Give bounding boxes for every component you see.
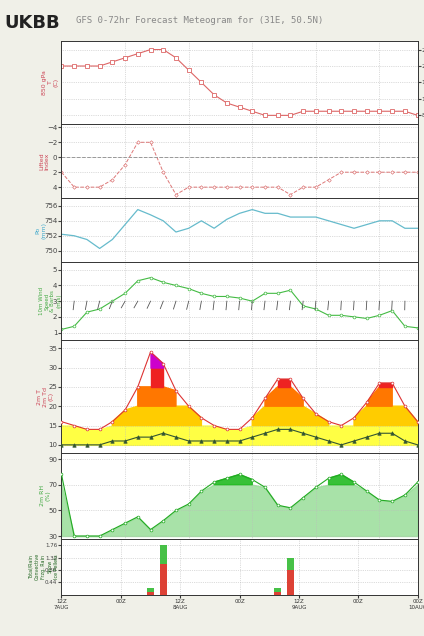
Bar [160,545,167,595]
Bar [147,591,154,595]
Y-axis label: Po
(mm): Po (mm) [36,221,47,238]
Bar [287,570,294,595]
Y-axis label: 10m Wind
Speed
& Barbs
(m/s): 10m Wind Speed & Barbs (m/s) [39,287,61,315]
Y-axis label: 850 gPa
T
(C): 850 gPa T (C) [42,70,59,95]
Bar [287,558,294,595]
Bar [147,588,154,595]
Bar [274,588,281,595]
Text: UKBB: UKBB [4,14,60,32]
Y-axis label: 2m RH
(%): 2m RH (%) [40,485,51,506]
Y-axis label: Total/Rain
Convective
Frzg. Rain
Snow
Ice Pellets: Total/Rain Convective Frzg. Rain Snow Ic… [29,553,59,580]
Text: GFS 0-72hr Forecast Meteogram for (31E, 50.5N): GFS 0-72hr Forecast Meteogram for (31E, … [76,16,324,25]
Y-axis label: 2m T
2m Td
(C): 2m T 2m Td (C) [37,387,54,406]
Bar [274,591,281,595]
Y-axis label: Lifted
Index: Lifted Index [39,152,50,170]
Bar [160,564,167,595]
